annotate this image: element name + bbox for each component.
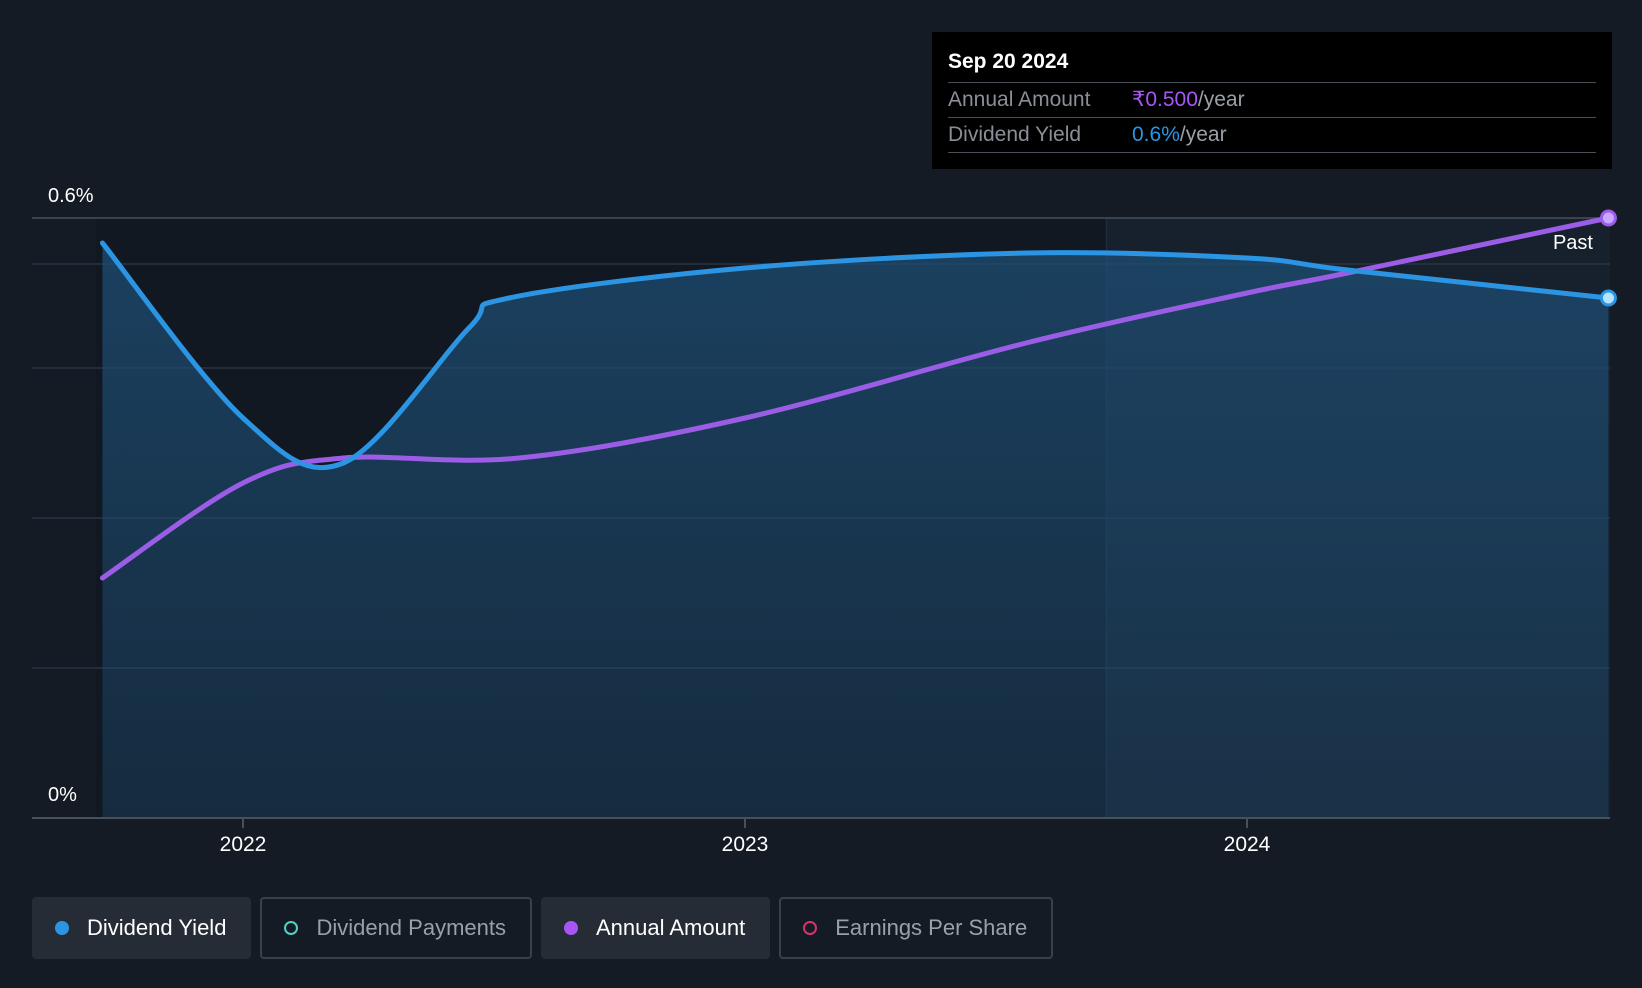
legend-item-earnings-per-share[interactable]: Earnings Per Share (779, 897, 1054, 959)
y-tick-label: 0% (48, 784, 77, 806)
tooltip-unit: /year (1197, 88, 1245, 111)
past-label: Past (1553, 232, 1593, 254)
legend-dot-icon (563, 921, 578, 935)
tooltip-date: Sep 20 2024 (948, 50, 1069, 73)
legend-label: Dividend Payments (316, 915, 506, 940)
tooltip: Sep 20 2024 Annual Amount ₹0.500 /year D… (932, 32, 1612, 169)
tooltip-value: 0.6% (1132, 123, 1180, 146)
tooltip-row-dividend-yield: Dividend Yield 0.6% /year (948, 117, 1596, 153)
dividend-yield-end-marker (1599, 289, 1617, 307)
legend: Dividend Yield Dividend Payments Annual … (32, 897, 1054, 959)
legend-label: Dividend Yield (87, 915, 227, 940)
x-tick-label: 2023 (722, 833, 769, 856)
tooltip-row-annual-amount: Annual Amount ₹0.500 /year (948, 82, 1596, 117)
tooltip-label: Dividend Yield (948, 123, 1082, 146)
legend-dot-icon (55, 921, 69, 935)
annual-amount-end-marker (1599, 209, 1617, 227)
legend-ring-icon (284, 921, 299, 935)
tooltip-unit: /year (1179, 123, 1227, 146)
annual-amount-line (99, 215, 1611, 581)
legend-label: Earnings Per Share (835, 915, 1028, 940)
tooltip-value: ₹0.500 (1132, 88, 1198, 111)
legend-item-annual-amount[interactable]: Annual Amount (540, 897, 771, 959)
dividend-yield-line (99, 240, 1611, 470)
legend-ring-icon (803, 921, 818, 935)
tooltip-label: Annual Amount (948, 88, 1091, 111)
x-tick-label: 2022 (220, 833, 267, 856)
dividend-yield-area (102, 243, 1609, 818)
legend-item-dividend-yield[interactable]: Dividend Yield (32, 897, 252, 959)
legend-label: Annual Amount (595, 915, 746, 940)
y-tick-label: 0.6% (48, 185, 94, 207)
x-tick-label: 2024 (1224, 833, 1271, 856)
legend-item-dividend-payments[interactable]: Dividend Payments (260, 897, 532, 959)
